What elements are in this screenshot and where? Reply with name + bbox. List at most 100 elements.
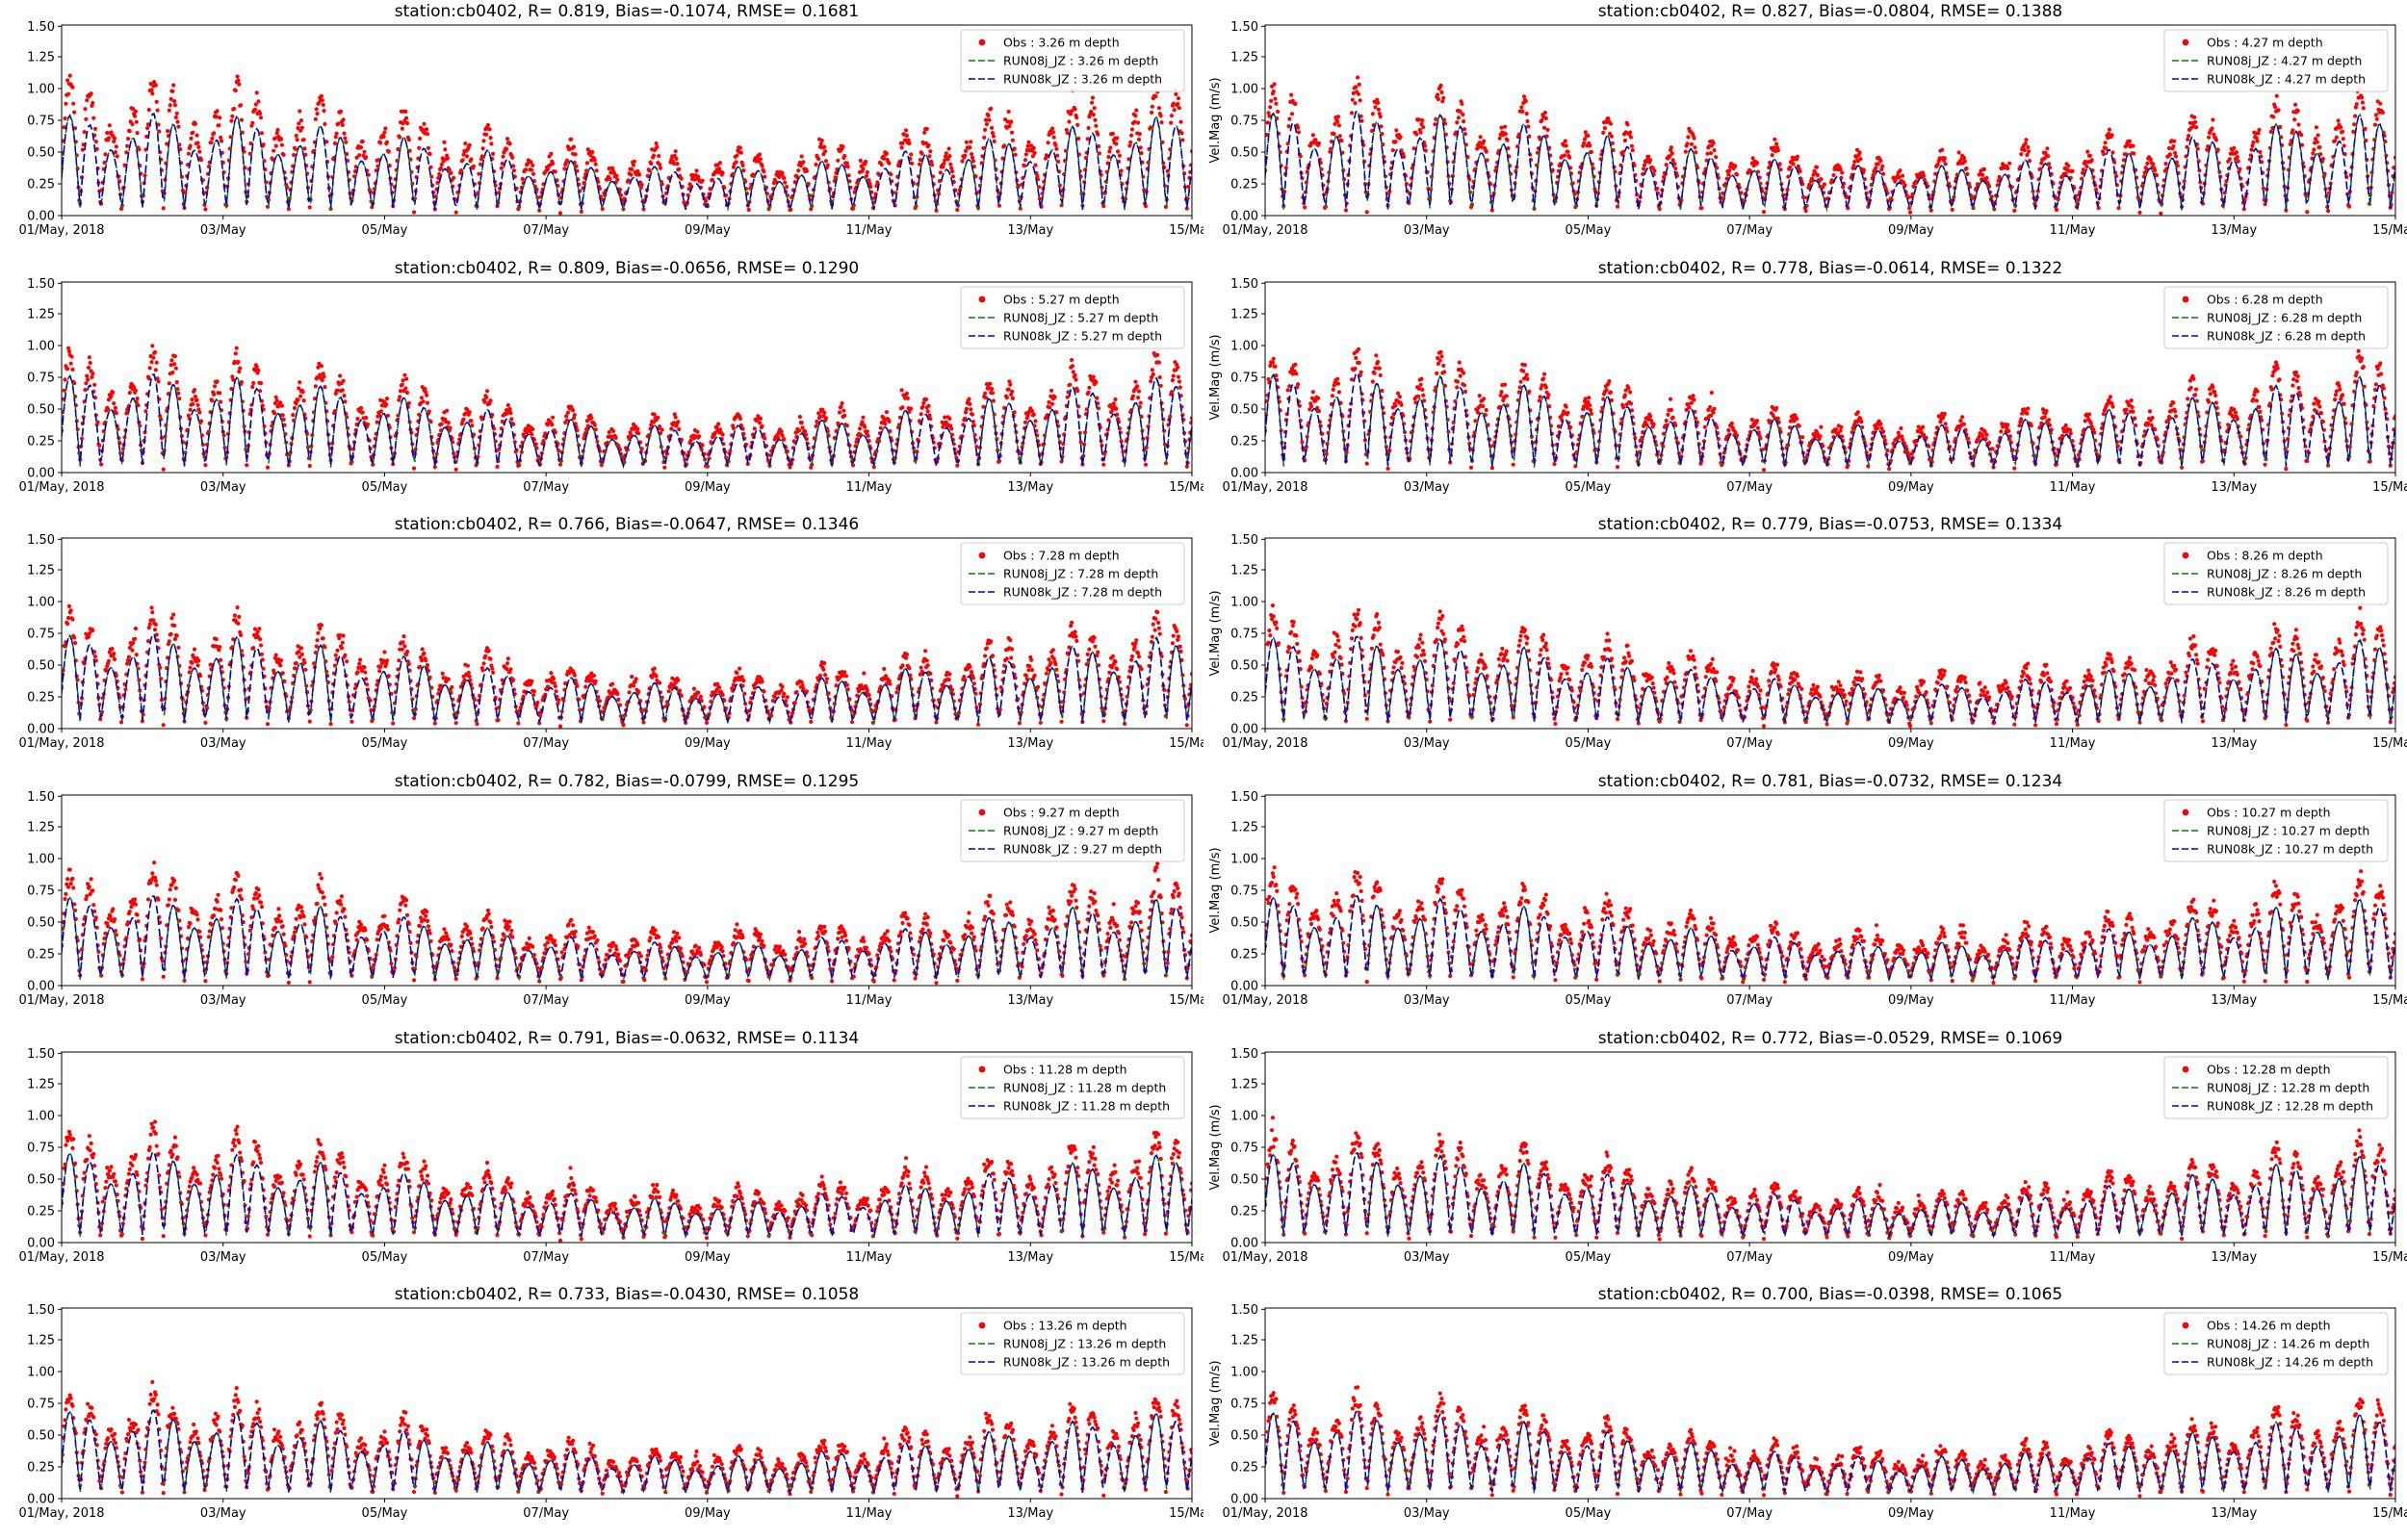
subplot-title: station:cb0402, R= 0.700, Bias=-0.0398, … [1598,1285,2062,1304]
x-axis-tick-label: 13/May [2211,736,2257,751]
x-axis-tick-label: 15/May [1169,1506,1204,1521]
subplot-depth-14.26m: station:cb0402, R= 0.700, Bias=-0.0398, … [1204,1283,2407,1540]
legend-item-label: RUN08k_JZ : 14.26 m depth [2207,1355,2373,1370]
plot-border [61,24,1193,217]
y-axis-tick-label: 1.25 [27,50,55,64]
run08k-line-series [62,633,1192,726]
x-axis-tick-label: 03/May [200,736,246,751]
y-axis-tick-label: 0.50 [1230,1429,1258,1444]
x-axis-tick-label: 09/May [685,1250,731,1265]
run08k-line-series [1265,636,2395,726]
x-axis-tick-label: 09/May [1888,993,1934,1008]
x-axis-tick-label: 03/May [1404,223,1450,238]
y-axis-tick-label: 0.25 [1230,947,1258,962]
y-axis-tick-label: 1.25 [1230,50,1258,64]
x-axis-tick-label: 07/May [523,736,569,751]
subplot-depth-11.28m: station:cb0402, R= 0.791, Bias=-0.0632, … [0,1027,1204,1284]
x-axis-tick-label: 09/May [685,1506,731,1521]
y-axis-tick-label: 0.75 [27,884,55,898]
legend [960,799,1185,862]
x-axis-tick-label: 15/May [2372,1250,2407,1265]
obs-marker-icon [2182,552,2189,559]
y-axis-tick-label: 0.75 [27,371,55,385]
y-axis-tick-label: 0.00 [1230,979,1258,993]
x-axis-tick-label: 07/May [523,223,569,238]
y-axis-label: Vel.Mag (m/s) [1208,1104,1223,1190]
legend-item-label: Obs : 13.26 m depth [1003,1319,1127,1333]
x-axis-tick-label: 05/May [362,480,408,495]
legend-item-label: Obs : 4.27 m depth [2207,35,2323,49]
legend-item-label: RUN08j_JZ : 7.28 m depth [1003,567,1158,581]
y-axis-tick-label: 0.50 [27,1172,55,1187]
x-axis-tick-label: 05/May [362,993,408,1008]
y-axis-tick-label: 1.00 [1230,339,1258,353]
x-axis-tick-label: 05/May [362,736,408,751]
subplot-title: station:cb0402, R= 0.791, Bias=-0.0632, … [395,1029,859,1048]
y-axis-tick-label: 0.75 [1230,884,1258,898]
y-axis-tick-label: 0.25 [27,1204,55,1219]
x-axis-tick-label: 15/May [1169,993,1204,1008]
legend-item-label: RUN08k_JZ : 6.28 m depth [2207,328,2366,343]
x-axis-tick-label: 09/May [1888,736,1934,751]
y-axis-label: Vel.Mag (m/s) [1208,1361,1223,1447]
x-axis-tick-label: 15/May [2372,223,2407,238]
y-axis-tick-label: 1.00 [1230,1366,1258,1380]
x-axis-tick-label: 15/May [1169,736,1204,751]
plot-border [61,794,1193,987]
run08j-line-series [62,372,1192,470]
y-axis-tick-label: 0.00 [1230,1236,1258,1250]
x-axis-tick-label: 07/May [1726,993,1773,1008]
run08j-line-series [1265,1151,2395,1240]
plot-canvas: station:cb0402, R= 0.766, Bias=-0.0647, … [18,515,1204,751]
y-axis-tick-label: 1.50 [1230,1046,1258,1061]
subplot-title: station:cb0402, R= 0.809, Bias=-0.0656, … [395,259,859,278]
x-axis-tick-label: 01/May, 2018 [1222,480,1307,495]
plot-border [1264,1051,2396,1244]
subplot-title: station:cb0402, R= 0.781, Bias=-0.0732, … [1598,772,2062,791]
y-axis-tick-label: 1.00 [1230,1109,1258,1123]
y-axis-tick-label: 0.25 [1230,434,1258,449]
legend-item-label: RUN08j_JZ : 4.27 m depth [2207,53,2362,67]
y-axis-tick-label: 0.50 [1230,659,1258,674]
x-axis-tick-label: 09/May [1888,1250,1934,1265]
y-axis-tick-label: 1.50 [27,1046,55,1061]
legend [2163,286,2389,349]
y-axis-label: Vel.Mag (m/s) [1208,591,1223,677]
plot-border [61,281,1193,474]
x-axis-tick-label: 03/May [1404,1250,1450,1265]
y-axis-tick-label: 0.75 [27,114,55,128]
obs-marker-icon [2182,38,2189,46]
x-axis-tick-label: 01/May, 2018 [18,1250,104,1265]
legend-item-label: RUN08j_JZ : 14.26 m depth [2207,1337,2369,1351]
plot-canvas: station:cb0402, R= 0.819, Bias=-0.1074, … [18,2,1204,238]
legend-item-label: RUN08k_JZ : 7.28 m depth [1003,585,1162,600]
obs-marker-icon [978,295,986,303]
x-axis-tick-label: 11/May [846,1250,893,1265]
legend-item-label: Obs : 8.26 m depth [2207,549,2323,563]
x-axis-tick-label: 01/May, 2018 [1222,1250,1307,1265]
y-axis-tick-label: 1.50 [27,20,55,35]
y-axis-tick-label: 1.50 [27,276,55,291]
x-axis-tick-label: 11/May [846,480,893,495]
x-axis-tick-label: 01/May, 2018 [1222,736,1307,751]
y-axis-tick-label: 0.25 [27,1461,55,1476]
y-axis-tick-label: 1.25 [1230,1077,1258,1091]
obs-marker-icon [2182,1322,2189,1329]
plot-border [1264,794,2396,987]
x-axis-tick-label: 11/May [2050,223,2096,238]
legend-item-label: Obs : 10.27 m depth [2207,805,2331,819]
y-axis-tick-label: 1.25 [1230,820,1258,834]
y-axis-tick-label: 1.25 [1230,1334,1258,1348]
y-axis-label: Vel.Mag (m/s) [1208,334,1223,420]
x-axis-tick-label: 03/May [200,1506,246,1521]
run08j-line-series [1265,1410,2395,1496]
y-axis-tick-label: 0.50 [27,659,55,674]
x-axis-tick-label: 09/May [685,736,731,751]
obs-marker-icon [978,808,986,816]
y-axis-tick-label: 1.00 [27,339,55,353]
subplot-title: station:cb0402, R= 0.827, Bias=-0.0804, … [1598,2,2062,21]
legend-item-label: RUN08k_JZ : 3.26 m depth [1003,71,1162,86]
legend-item-label: Obs : 5.27 m depth [1003,292,1120,306]
y-axis-tick-label: 1.25 [1230,564,1258,578]
x-axis-tick-label: 13/May [1007,480,1053,495]
